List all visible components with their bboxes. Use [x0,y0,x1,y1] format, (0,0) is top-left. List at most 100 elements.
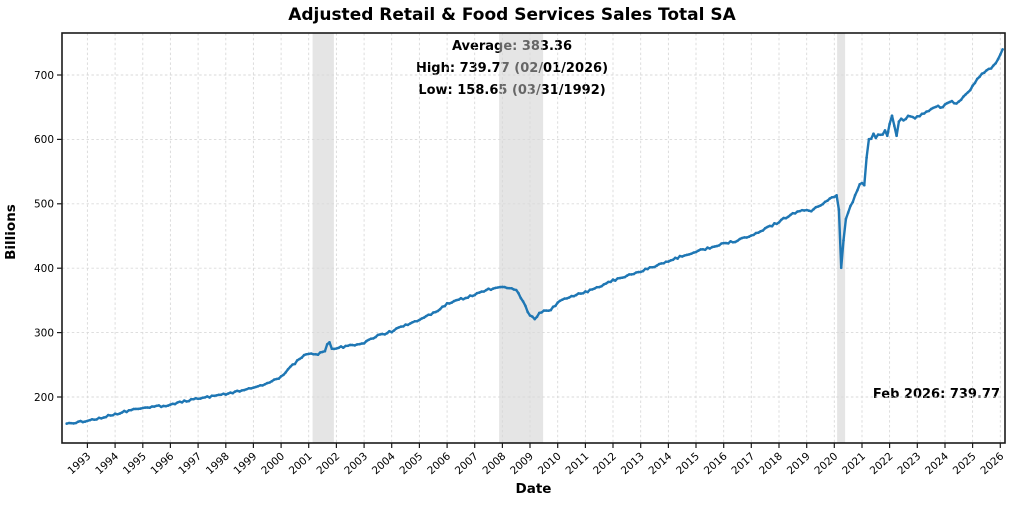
series-point-marker [609,280,612,284]
x-tick-label: 2021 [840,450,868,477]
series-point-marker [948,100,951,104]
series-point-marker [369,337,373,341]
series-point-marker [224,393,228,396]
series-point-marker [826,199,829,202]
series-point-marker [185,400,188,403]
series-point-marker [155,404,158,408]
series-point-marker [531,315,534,318]
series-point-marker [544,309,548,312]
series-point-marker [897,120,901,123]
series-point-marker [828,197,831,200]
series-point-marker [70,421,73,425]
series-point-marker [482,290,486,293]
series-point-marker [577,292,580,295]
x-tick-label: 1993 [66,450,94,477]
x-tick-label: 2015 [674,450,702,477]
series-point-marker [572,294,576,298]
series-point-marker [259,384,262,387]
series-point-marker [551,305,555,309]
series-point-marker [992,64,995,67]
series-point-marker [358,342,361,346]
series-point-marker [660,262,663,265]
series-point-marker [950,99,954,103]
x-tick-label: 2002 [315,450,343,477]
series-point-marker [994,62,997,65]
series-point-marker [816,205,820,208]
series-point-marker [305,353,308,356]
series-point-marker [839,266,843,270]
series-point-marker [823,200,827,204]
series-point-marker [680,255,684,258]
series-point-marker [863,183,866,187]
series-point-marker [630,273,633,276]
series-point-marker [902,119,905,122]
series-point-marker [261,384,264,387]
series-point-marker [757,231,760,234]
series-point-marker [505,286,509,290]
series-point-marker [574,293,578,297]
series-point-marker [289,365,292,369]
series-point-marker [535,315,539,319]
x-tick-label: 2018 [757,450,785,477]
series-point-marker [277,377,281,380]
series-point-marker [402,325,405,328]
series-point-marker [620,276,624,280]
series-point-marker [97,416,101,420]
series-point-marker [939,106,942,109]
series-point-marker [565,297,569,300]
series-point-marker [784,216,788,220]
series-point-marker [335,347,338,350]
series-point-marker [514,288,518,292]
series-point-marker [353,344,357,347]
series-point-marker [388,329,391,333]
series-point-marker [650,266,654,269]
series-point-marker [279,375,283,378]
series-point-marker [648,266,652,269]
series-point-marker [148,406,151,410]
series-point-marker [355,343,359,346]
y-tick-label: 500 [34,199,54,211]
series-point-marker [653,265,656,269]
series-point-marker [591,288,594,291]
series-point-marker [982,71,986,74]
series-point-marker [330,347,334,351]
recession-band [499,33,544,443]
series-point-marker [215,394,218,397]
series-point-marker [876,133,880,136]
series-point-marker [644,267,647,271]
series-point-marker [415,319,419,323]
series-point-marker [567,296,571,299]
series-point-marker [853,193,857,197]
chart-title: Adjusted Retail & Food Services Sales To… [288,5,736,25]
series-point-marker [627,273,631,276]
series-point-marker [247,387,251,390]
series-point-marker [798,209,801,213]
series-point-marker [920,112,924,116]
x-tick-label: 2014 [647,450,675,477]
series-point-marker [348,343,352,347]
x-tick-label: 2026 [978,450,1006,477]
series-point-marker [236,389,239,393]
series-point-marker [328,341,331,344]
series-point-marker [517,291,520,295]
series-point-marker [867,137,871,141]
series-point-marker [542,309,546,312]
series-point-marker [129,408,133,412]
series-point-marker [385,331,389,335]
series-point-marker [376,333,380,337]
series-point-marker [510,287,513,290]
series-point-marker [835,194,838,197]
series-point-marker [600,285,603,288]
series-point-marker [512,288,516,291]
series-point-marker [404,323,407,326]
series-point-marker [754,231,758,235]
series-point-marker [508,286,511,290]
series-point-marker [496,286,500,289]
x-tick-label: 1997 [176,450,204,477]
series-point-marker [554,304,557,308]
series-point-marker [791,211,795,215]
series-point-marker [717,244,721,247]
y-tick-label: 400 [34,263,54,275]
series-point-marker [226,392,230,395]
series-point-marker [618,276,622,280]
